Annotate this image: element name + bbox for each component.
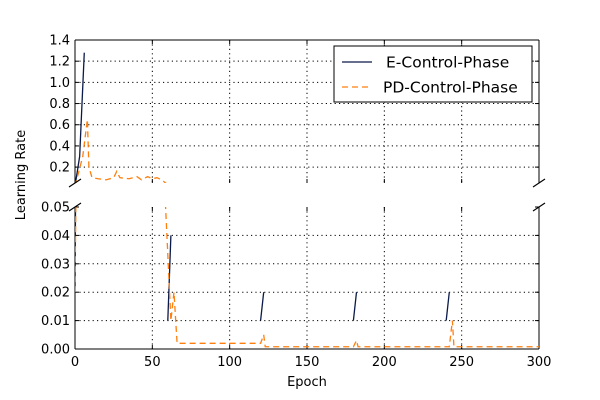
x-tick-label-0: 0 <box>71 355 79 370</box>
y-tick-label-top-5: 1.2 <box>49 55 70 70</box>
y-tick-label-bottom-3: 0.03 <box>41 257 70 272</box>
legend-label-pd-control: PD-Control-Phase <box>383 79 518 97</box>
y-tick-label-bottom-2: 0.02 <box>41 286 70 301</box>
axis-break-marks <box>68 178 546 212</box>
x-tick-label-50: 50 <box>144 355 161 370</box>
series-layer <box>75 52 539 348</box>
break-mark-bottom-left <box>68 202 82 212</box>
y-tick-label-bottom-4: 0.04 <box>41 229 70 244</box>
series-1-line-top-0 <box>75 119 167 183</box>
series-0-line-bottom-3 <box>352 292 358 321</box>
y-tick-label-top-3: 0.8 <box>49 97 70 112</box>
y-tick-label-bottom-1: 0.01 <box>41 314 70 329</box>
y-tick-label-top-0: 0.2 <box>49 161 70 176</box>
legend-label-e-control: E-Control-Phase <box>386 54 509 72</box>
y-tick-label-top-4: 1.0 <box>49 76 70 91</box>
x-tick-label-200: 200 <box>372 355 397 370</box>
series-0-line-top-3 <box>353 186 356 187</box>
break-mark-top-left <box>68 178 82 188</box>
break-mark-top-right <box>532 178 546 188</box>
y-tick-label-bottom-0: 0.00 <box>41 343 70 358</box>
y-tick-label-top-1: 0.4 <box>49 139 70 154</box>
series-0-line-bottom-2 <box>259 292 265 321</box>
series-0-line-top-4 <box>446 186 449 187</box>
x-axis-label: Epoch <box>287 375 327 390</box>
y-axis-label: Learning Rate <box>14 130 29 220</box>
x-tick-label-250: 250 <box>449 355 474 370</box>
series-0-line-top-1 <box>168 184 171 187</box>
series-0-line-top-2 <box>261 186 264 187</box>
legend: E-Control-Phase PD-Control-Phase <box>333 45 533 103</box>
y-tick-label-top-2: 0.6 <box>49 118 70 133</box>
break-mark-bottom-right <box>532 202 546 212</box>
legend-box <box>333 45 533 103</box>
y-tick-label-bottom-5: 0.05 <box>41 201 70 216</box>
x-tick-label-300: 300 <box>527 355 552 370</box>
x-tick-label-100: 100 <box>217 355 242 370</box>
series-0-line-bottom-4 <box>445 292 450 321</box>
tick-layer: 0 50 100 150 200 250 300 0.2 0.4 0.6 0.8 1.0 1.2 1.4 0… <box>41 34 551 371</box>
x-tick-label-150: 150 <box>295 355 320 370</box>
y-tick-label-top-6: 1.4 <box>49 34 70 49</box>
grid-layer <box>75 40 539 349</box>
series-0-line-top-0 <box>75 52 85 183</box>
